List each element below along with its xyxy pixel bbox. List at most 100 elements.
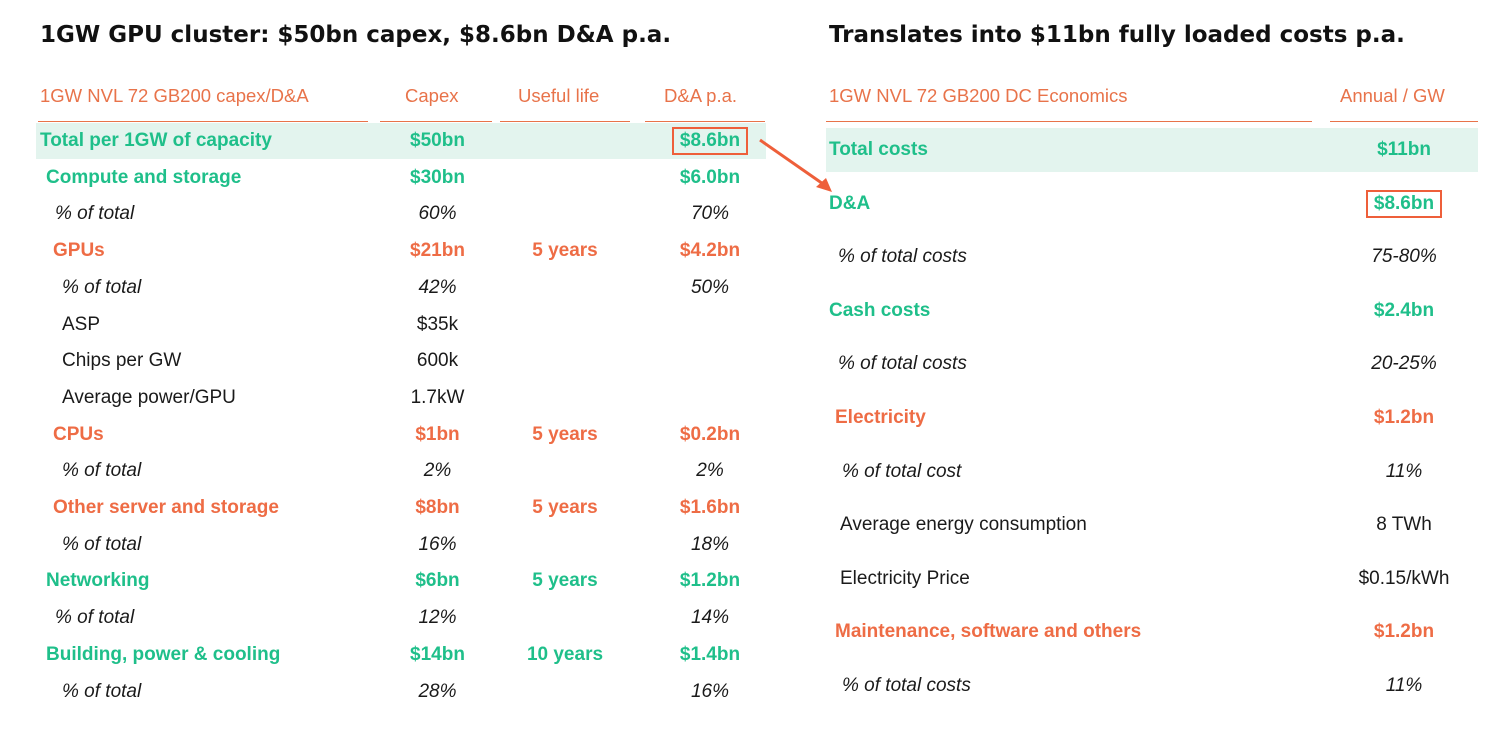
row-da: $8.6bn <box>662 123 758 159</box>
row-annual-value: $8.6bn <box>1330 182 1478 226</box>
row-capex-text: $21bn <box>410 240 465 262</box>
left-title: 1GW GPU cluster: $50bn capex, $8.6bn D&A… <box>40 22 672 48</box>
row-label: Chips per GW <box>62 343 392 379</box>
row-label-text: GPUs <box>53 240 105 262</box>
row-da: 70% <box>662 196 758 232</box>
row-da: $1.2bn <box>662 563 758 599</box>
header-capex: Capex <box>405 85 459 106</box>
row-label: Networking <box>46 563 376 599</box>
table-row: GPUs $21bn 5 years $4.2bn <box>36 233 766 269</box>
capex-table: 1GW NVL 72 GB200 capex/D&A Capex Useful … <box>0 85 770 725</box>
table-row: Average energy consumption 8 TWh <box>826 503 1478 547</box>
row-label: % of total costs <box>842 664 1322 708</box>
row-label: GPUs <box>53 233 383 269</box>
row-label: Total per 1GW of capacity <box>40 123 370 159</box>
row-annual-value: 20-25% <box>1330 342 1478 386</box>
row-annual-value: 75-80% <box>1330 235 1478 279</box>
row-da: 2% <box>662 453 758 489</box>
table-row: D&A $8.6bn <box>826 182 1478 226</box>
table-row: Average power/GPU 1.7kW <box>36 380 766 416</box>
row-capex-text: 42% <box>418 276 457 298</box>
table-row: CPUs $1bn 5 years $0.2bn <box>36 417 766 453</box>
row-label-text: Maintenance, software and others <box>835 621 1142 643</box>
row-annual-value-text: 11% <box>1385 460 1423 482</box>
row-label: % of total <box>55 600 385 636</box>
row-useful-life: 5 years <box>505 490 625 526</box>
row-capex: $35k <box>400 307 475 343</box>
row-label: Total costs <box>829 128 1309 172</box>
row-da-text: 16% <box>690 680 730 702</box>
row-da: 18% <box>662 527 758 563</box>
table-row: Networking $6bn 5 years $1.2bn <box>36 563 766 599</box>
table-row: Other server and storage $8bn 5 years $1.6b… <box>36 490 766 526</box>
row-capex-text: $8bn <box>415 497 460 518</box>
row-da-text: $0.2bn <box>679 423 741 445</box>
row-da-text: 70% <box>690 203 730 225</box>
row-label: Average energy consumption <box>840 503 1320 547</box>
row-annual-value-text: $0.15/kWh <box>1358 567 1450 589</box>
row-da-text: $1.6bn <box>679 497 741 518</box>
da-highlight-box: $8.6bn <box>671 127 749 155</box>
row-da-text: 50% <box>690 276 730 298</box>
row-capex: 2% <box>400 453 475 489</box>
row-capex-text: $35k <box>416 313 459 335</box>
row-label-text: % of total costs <box>838 246 967 268</box>
row-label-text: Compute and storage <box>46 166 242 188</box>
row-da-text: $1.2bn <box>679 570 741 592</box>
row-label-text: CPUs <box>53 423 104 445</box>
row-label-text: Average energy consumption <box>840 514 1087 536</box>
row-label-text: Electricity <box>835 407 926 428</box>
row-capex-text: $14bn <box>410 643 465 665</box>
row-da-text: $6.0bn <box>679 166 741 188</box>
row-label: % of total <box>62 527 392 563</box>
row-capex: 28% <box>400 674 475 710</box>
row-label: ASP <box>62 307 392 343</box>
row-useful-life-text: 5 years <box>532 423 598 445</box>
economics-table: 1GW NVL 72 GB200 DC Economics Annual / G… <box>0 85 1490 725</box>
row-label-text: Other server and storage <box>53 497 279 518</box>
row-capex: $50bn <box>400 123 475 159</box>
row-da: $1.6bn <box>662 490 758 526</box>
row-useful-life: 10 years <box>505 637 625 673</box>
row-useful-life-text: 5 years <box>532 240 598 262</box>
row-capex: 1.7kW <box>400 380 475 416</box>
table-row: % of total 16% 18% <box>36 527 766 563</box>
row-capex: 16% <box>400 527 475 563</box>
row-label-text: % of total <box>55 607 135 629</box>
row-annual-value-text: 20-25% <box>1371 353 1437 375</box>
row-label: Maintenance, software and others <box>835 610 1315 654</box>
row-label-text: % of total <box>55 203 135 225</box>
row-capex-text: 600k <box>416 350 459 372</box>
row-annual-value-text: 75-80% <box>1371 246 1437 268</box>
row-annual-value: $2.4bn <box>1330 289 1478 333</box>
row-annual-value: 11% <box>1330 664 1478 708</box>
row-label-text: Chips per GW <box>62 350 182 372</box>
row-useful-life: 5 years <box>505 417 625 453</box>
row-useful-life-text: 10 years <box>526 643 604 665</box>
table-row: ASP $35k <box>36 307 766 343</box>
row-da: $1.4bn <box>662 637 758 673</box>
table-row: % of total cost 11% <box>826 450 1478 494</box>
table-row: Cash costs $2.4bn <box>826 289 1478 333</box>
row-label-text: % of total cost <box>842 460 962 482</box>
row-capex-text: $50bn <box>410 130 465 151</box>
row-useful-life: 5 years <box>505 233 625 269</box>
row-label: % of total <box>62 270 392 306</box>
table-row: % of total costs 75-80% <box>826 235 1478 279</box>
arrow-connector <box>759 138 832 192</box>
table-row: % of total 60% 70% <box>36 196 766 232</box>
row-useful-life: 5 years <box>505 563 625 599</box>
row-capex-text: 60% <box>418 203 457 225</box>
table-row: Total per 1GW of capacity $50bn $8.6bn <box>36 123 766 159</box>
row-label-text: % of total <box>62 533 142 555</box>
table-row: Compute and storage $30bn $6.0bn <box>36 160 766 196</box>
row-annual-value-text: 8 TWh <box>1376 514 1432 536</box>
row-label-text: % of total costs <box>838 353 967 375</box>
row-capex-text: 16% <box>418 533 457 555</box>
row-annual-value-text: 11% <box>1385 675 1423 696</box>
row-da-text: 2% <box>696 460 724 482</box>
row-capex: $14bn <box>400 637 475 673</box>
table-row: % of total 12% 14% <box>36 600 766 636</box>
right-title: Translates into $11bn fully loaded costs… <box>829 22 1405 48</box>
row-annual-value: 11% <box>1330 450 1478 494</box>
